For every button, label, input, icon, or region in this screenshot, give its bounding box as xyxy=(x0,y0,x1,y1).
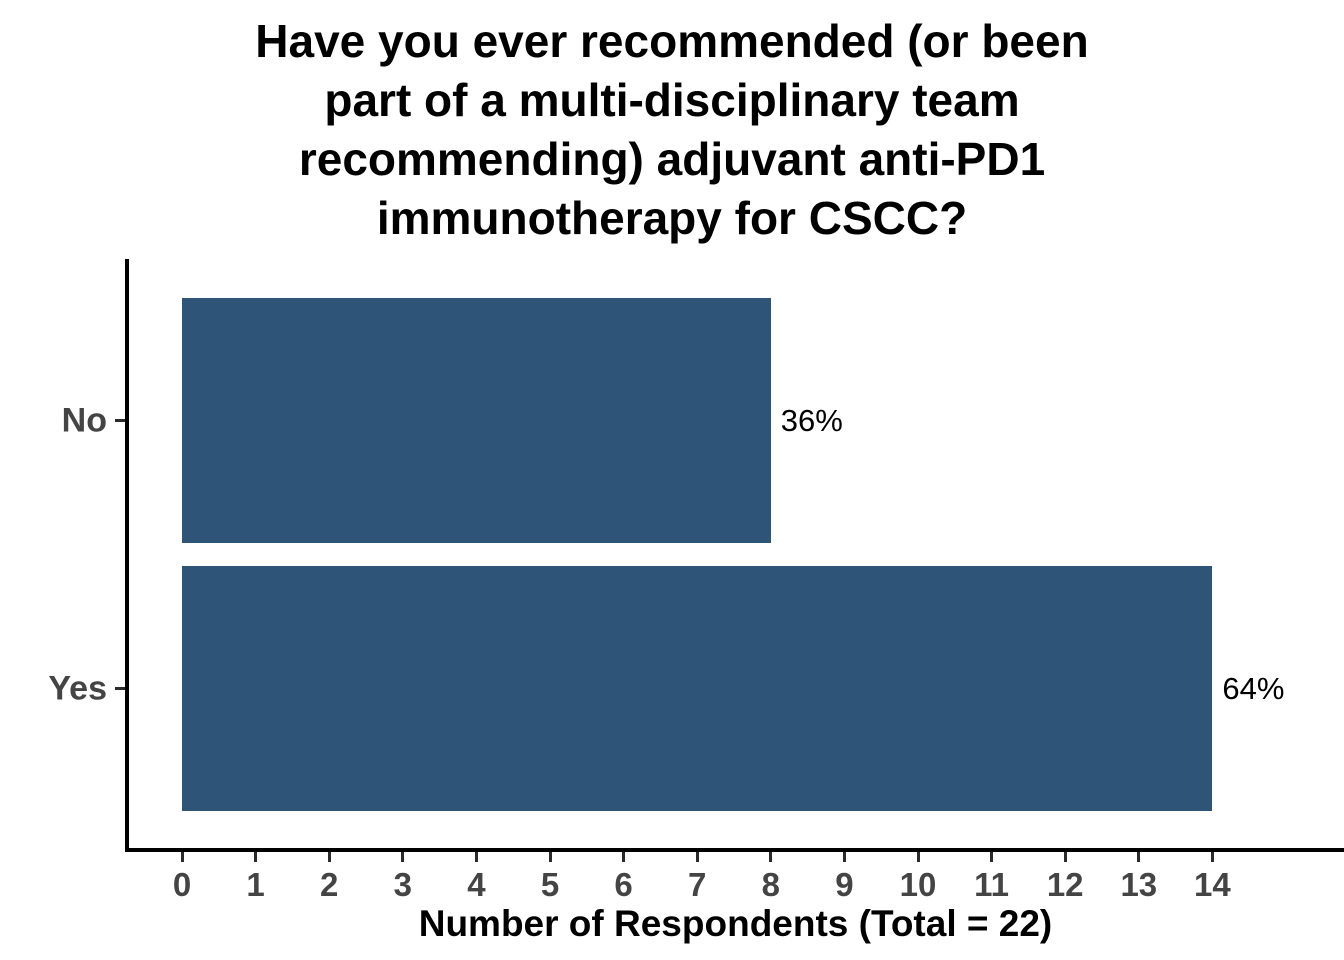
x-tick-mark xyxy=(474,852,478,862)
x-axis-title: Number of Respondents (Total = 22) xyxy=(418,903,1053,944)
x-tick-label-6: 6 xyxy=(614,866,633,903)
x-tick-label-10: 10 xyxy=(899,866,937,903)
chart-title-line: Have you ever recommended (or been xyxy=(255,15,1089,67)
y-category-label-no: No xyxy=(61,401,107,439)
y-axis-line xyxy=(125,259,129,852)
chart-title-line: part of a multi-disciplinary team xyxy=(324,74,1020,126)
x-tick-mark xyxy=(180,852,184,862)
x-tick-mark xyxy=(254,852,258,862)
x-tick-mark xyxy=(327,852,331,862)
x-tick-mark xyxy=(548,852,552,862)
x-tick-label-7: 7 xyxy=(688,866,707,903)
chart-title-line: recommending) adjuvant anti-PD1 xyxy=(298,133,1046,185)
x-tick-mark xyxy=(1137,852,1141,862)
x-tick-label-2: 2 xyxy=(320,866,339,903)
y-category-label-yes: Yes xyxy=(48,669,107,707)
x-tick-label-0: 0 xyxy=(172,866,192,903)
y-tick-mark xyxy=(115,687,125,690)
x-axis-line xyxy=(125,848,1344,852)
x-tick-label-11: 11 xyxy=(974,866,1010,903)
x-tick-mark xyxy=(1210,852,1214,862)
x-tick-label-12: 12 xyxy=(1046,866,1084,903)
x-tick-label-3: 3 xyxy=(393,866,412,903)
bar-no xyxy=(182,298,771,543)
x-tick-mark xyxy=(842,852,846,862)
x-tick-mark xyxy=(769,852,773,862)
x-tick-label-8: 8 xyxy=(761,866,780,903)
x-tick-mark xyxy=(695,852,699,862)
y-tick-mark xyxy=(115,419,125,422)
x-tick-mark xyxy=(990,852,994,862)
bar-yes xyxy=(182,566,1213,811)
x-tick-mark xyxy=(401,852,405,862)
x-tick-label-5: 5 xyxy=(540,866,560,903)
bar-value-label-no: 36% xyxy=(780,402,843,438)
x-tick-label-13: 13 xyxy=(1120,866,1158,903)
x-tick-mark xyxy=(916,852,920,862)
chart-title: Have you ever recommended (or been part o… xyxy=(0,12,1344,248)
bar-value-label-yes: 64% xyxy=(1222,670,1285,706)
x-tick-mark xyxy=(1063,852,1067,862)
x-tick-label-4: 4 xyxy=(467,866,486,903)
x-tick-label-14: 14 xyxy=(1194,866,1231,903)
x-tick-label-9: 9 xyxy=(835,866,854,903)
x-tick-mark xyxy=(622,852,626,862)
x-tick-label-1: 1 xyxy=(246,866,265,903)
chart-title-line: immunotherapy for CSCC? xyxy=(376,192,968,244)
